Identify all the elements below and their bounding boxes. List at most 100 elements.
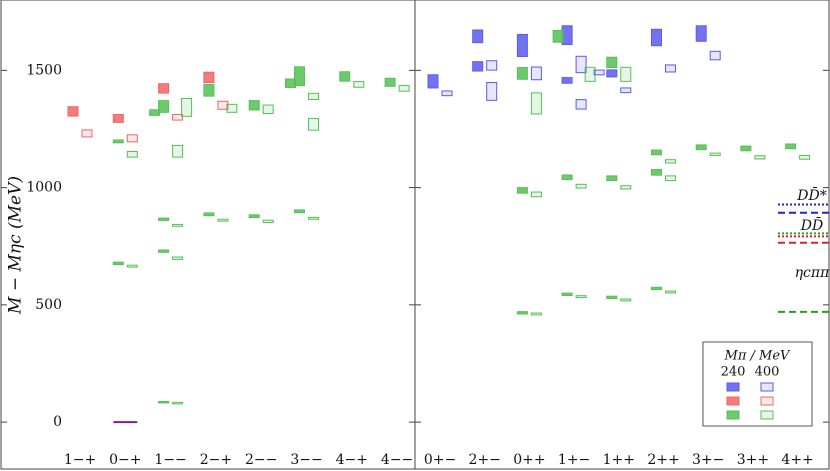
state-box xyxy=(530,66,542,81)
state-box xyxy=(149,109,161,116)
state-box xyxy=(172,144,184,158)
x-tick-label: 4++ xyxy=(781,452,813,468)
state-box xyxy=(172,256,184,260)
state-box xyxy=(606,56,618,69)
state-box xyxy=(651,169,662,176)
state-box xyxy=(593,69,605,76)
state-box xyxy=(262,104,274,114)
state-box xyxy=(427,74,439,89)
legend-column: 240 xyxy=(721,365,746,380)
state-box xyxy=(575,295,587,299)
threshold-label: ηcππ xyxy=(795,265,830,281)
legend-swatch xyxy=(760,396,774,406)
state-box xyxy=(709,152,721,156)
state-box xyxy=(294,209,305,214)
state-box xyxy=(665,159,676,164)
state-box xyxy=(203,83,215,97)
x-tick-label: 4−− xyxy=(381,452,413,468)
state-box xyxy=(441,90,453,97)
legend-title: Mπ / MeV xyxy=(724,349,792,364)
x-tick-label: 1−− xyxy=(154,452,186,468)
state-box xyxy=(81,129,93,138)
y-axis-label: M − Mηc (MeV) xyxy=(6,176,26,315)
state-box xyxy=(561,174,573,181)
x-tick-label: 1++ xyxy=(603,452,635,468)
x-tick-label: 1−+ xyxy=(64,452,96,468)
y-tick-label: 500 xyxy=(35,297,62,313)
legend-swatch xyxy=(760,382,774,392)
x-tick-label: 1+− xyxy=(558,452,590,468)
state-box xyxy=(695,25,707,42)
state-box xyxy=(158,249,170,253)
state-box xyxy=(384,77,396,87)
state-box xyxy=(516,311,528,315)
x-tick-label: 3++ xyxy=(737,452,769,468)
y-tick-label: 0 xyxy=(53,414,62,430)
state-box xyxy=(561,77,573,84)
state-box xyxy=(651,286,662,291)
state-box xyxy=(248,214,260,219)
state-box xyxy=(651,149,662,156)
state-box xyxy=(486,82,498,101)
legend-swatch xyxy=(726,396,740,406)
state-box xyxy=(126,264,138,268)
x-tick-label: 2−− xyxy=(245,452,277,468)
state-box xyxy=(217,100,229,110)
legend-swatch xyxy=(726,410,740,420)
state-box xyxy=(606,175,618,182)
state-box xyxy=(112,261,124,266)
state-box xyxy=(158,217,170,221)
threshold-label: DD̄ xyxy=(800,216,823,234)
state-box xyxy=(651,28,662,47)
state-box xyxy=(620,185,632,190)
state-box xyxy=(308,117,319,131)
threshold-label: DD̄* xyxy=(796,186,826,204)
x-tick-label: 0−+ xyxy=(109,452,141,468)
state-box xyxy=(472,29,484,44)
y-tick-label: 1500 xyxy=(26,62,62,78)
state-box xyxy=(754,155,766,160)
state-box xyxy=(112,113,124,123)
x-tick-label: 0+− xyxy=(424,452,456,468)
state-box xyxy=(181,97,193,117)
legend-swatch xyxy=(760,410,774,420)
state-box xyxy=(398,85,410,92)
state-box xyxy=(620,298,632,302)
state-box xyxy=(217,218,229,222)
state-box xyxy=(561,292,573,296)
state-box xyxy=(158,400,170,404)
state-box xyxy=(516,33,528,58)
state-box xyxy=(620,66,632,82)
state-box xyxy=(606,69,618,78)
state-box xyxy=(552,29,564,43)
state-box xyxy=(158,83,170,94)
x-tick-label: 2−+ xyxy=(200,452,232,468)
state-box xyxy=(530,92,542,115)
state-box xyxy=(172,223,184,227)
state-box xyxy=(172,113,184,121)
state-box xyxy=(665,64,676,73)
state-box xyxy=(530,191,542,198)
state-box xyxy=(785,143,797,150)
state-box xyxy=(665,175,676,182)
state-box xyxy=(799,154,811,160)
state-box xyxy=(353,81,365,88)
state-box xyxy=(665,290,676,294)
state-box xyxy=(262,219,274,224)
state-box xyxy=(740,145,752,152)
state-box xyxy=(203,71,215,84)
state-box xyxy=(112,139,124,144)
legend-swatch xyxy=(726,382,740,392)
state-box xyxy=(285,78,296,88)
legend-column: 400 xyxy=(755,365,780,380)
state-box xyxy=(472,61,484,72)
state-box xyxy=(158,100,170,113)
state-box xyxy=(575,99,587,110)
state-box xyxy=(486,60,498,71)
state-box xyxy=(516,187,528,194)
state-box xyxy=(575,55,587,74)
state-box xyxy=(308,92,319,100)
state-box xyxy=(695,144,707,151)
legend-box xyxy=(702,341,813,427)
state-box xyxy=(126,134,138,143)
